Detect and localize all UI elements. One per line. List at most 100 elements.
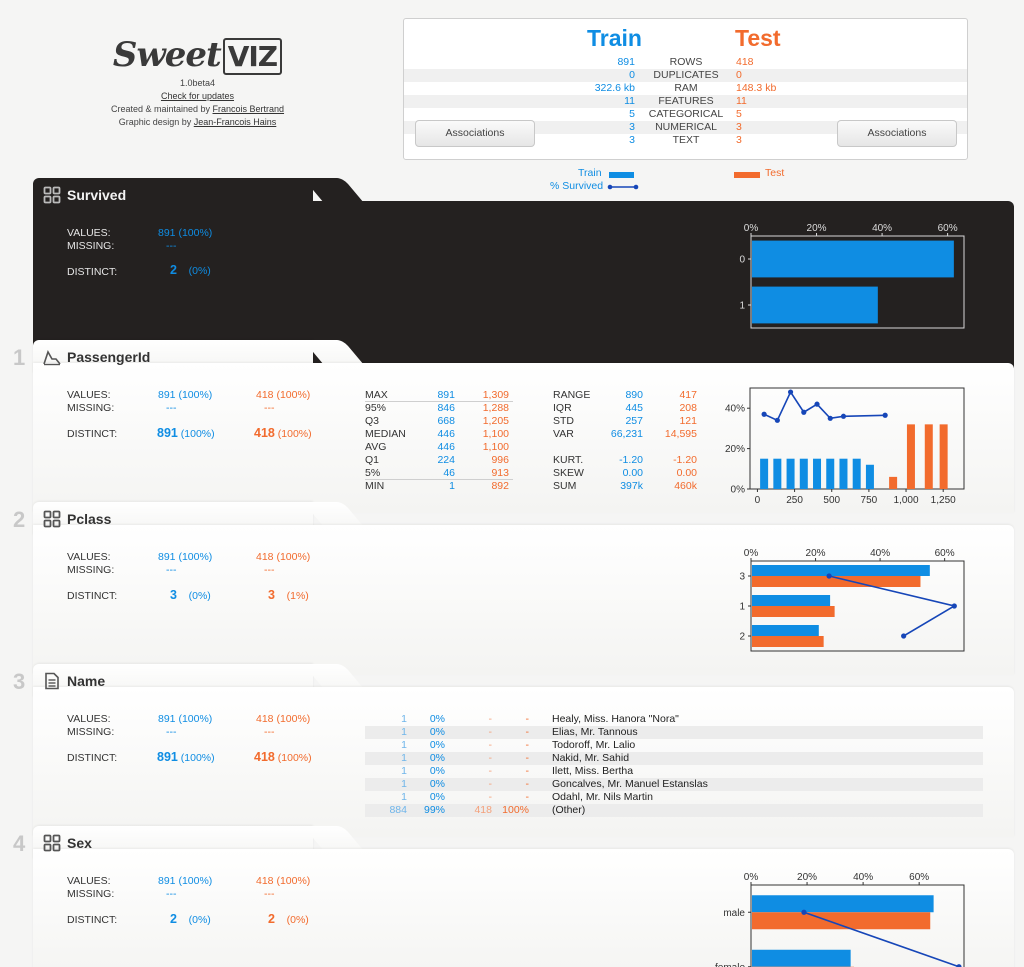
logo-word: Sweet (112, 35, 222, 75)
train-title: Train (587, 25, 642, 51)
missing-train: --- (166, 888, 177, 900)
test-pct: - (525, 752, 530, 764)
pclass-chart: 0% 20% 40% 60% 3 1 2 (739, 548, 965, 652)
train-count: 1 (401, 713, 407, 725)
train-pct: 0% (429, 713, 445, 725)
summary-row: 891 ROWS 418 (404, 56, 967, 69)
survived-line (803, 911, 960, 967)
top-value-row: 1 0% - - Healy, Miss. Hanora "Nora" (365, 713, 983, 726)
train-count: 1 (401, 778, 407, 790)
x-tick-label: 0% (744, 223, 759, 234)
summary-train-value: 11 (624, 95, 635, 107)
values-test: 418 (256, 875, 274, 887)
test-associations-button[interactable]: Associations (837, 120, 957, 147)
top-value-row: 1 0% - - Odahl, Mr. Nils Martin (365, 791, 983, 804)
summary-test-value: 11 (736, 95, 747, 107)
train-count: 1 (401, 765, 407, 777)
value-label: Odahl, Mr. Nils Martin (552, 791, 653, 803)
x-tick-label: 1,000 (894, 495, 919, 506)
summary-row: 5 CATEGORICAL 5 (404, 108, 967, 121)
bar-train (813, 458, 822, 489)
y-tick-label: male (723, 908, 745, 919)
feature-name: Sex (67, 835, 92, 851)
values-train-pct: (100%) (178, 389, 213, 401)
top-value-row: 1 0% - - Goncalves, Mr. Manuel Estanslas (365, 778, 983, 791)
values-train: 891 (158, 227, 176, 239)
values-label: VALUES: (67, 713, 111, 725)
designer-link[interactable]: Jean-Francois Hains (193, 117, 277, 127)
bar-test (752, 576, 921, 587)
survived-point (787, 389, 794, 395)
summary-label: RAM (674, 82, 698, 94)
values-train: 891 (158, 875, 176, 887)
values-train: 891 (158, 713, 176, 725)
summary-train-value: 3 (629, 121, 635, 133)
dataset-summary-panel: Train Test 891 ROWS 418 0 DUPLICATES 0 322.6 k… (403, 18, 968, 160)
stat-row: SUM 397k 460k (553, 480, 701, 493)
summary-test-value: 3 (736, 134, 742, 146)
check-updates-link[interactable]: Check for updates (160, 91, 235, 101)
x-tick-label: 0% (744, 872, 759, 883)
survived-chart: 0% 20% 40% 60% 0 1 (739, 223, 965, 329)
test-pct: - (525, 765, 530, 777)
values-test-pct: (100%) (276, 389, 311, 401)
values-label: VALUES: (67, 551, 111, 563)
test-pct: - (525, 726, 530, 738)
x-tick-label: 20% (807, 223, 827, 234)
top-value-row: 1 0% - - Ilett, Miss. Bertha (365, 765, 983, 778)
test-pct: - (525, 791, 530, 803)
distinct-test-pct: (100%) (277, 752, 312, 764)
x-tick-label: 20% (806, 548, 826, 559)
stat-name: SUM (553, 480, 577, 492)
stat-train: 66,231 (610, 428, 643, 440)
values-test: 418 (256, 389, 274, 401)
test-count: - (488, 726, 493, 738)
missing-label: MISSING: (67, 402, 115, 414)
categorical-grid-icon (43, 834, 61, 852)
train-pct: 99% (423, 804, 445, 816)
train-count: 1 (401, 752, 407, 764)
stat-test: -1.20 (673, 454, 697, 466)
y-tick-label: 1 (739, 602, 745, 613)
survived-point (801, 909, 807, 915)
value-label: Healy, Miss. Hanora "Nora" (552, 713, 679, 725)
test-pct: - (525, 713, 530, 725)
x-tick-label: 750 (861, 495, 878, 506)
values-train-pct: (100%) (178, 227, 213, 239)
stat-name: IQR (553, 402, 572, 414)
values-test: 418 (256, 551, 274, 563)
stat-test: 913 (491, 467, 509, 479)
stat-row: SKEW 0.00 0.00 (553, 467, 701, 480)
train-count: 1 (401, 739, 407, 751)
x-tick-label: 500 (823, 495, 840, 506)
distinct-train: 891 (157, 750, 178, 764)
stat-row: KURT. -1.20 -1.20 (553, 454, 701, 467)
summary-row: 11 FEATURES 11 (404, 95, 967, 108)
summary-label: TEXT (672, 134, 700, 146)
test-count: - (488, 791, 493, 803)
bar-test (906, 424, 915, 489)
survived-line (763, 390, 886, 422)
summary-row: 3 NUMERICAL 3 (404, 121, 967, 134)
missing-label: MISSING: (67, 888, 115, 900)
distinct-label: DISTINCT: (67, 914, 118, 926)
x-tick-label: 0% (744, 548, 759, 559)
sex-chart: 0% 20% 40% 60% male female (715, 872, 965, 967)
stat-row: STD 257 121 (553, 415, 701, 428)
values-label: VALUES: (67, 227, 111, 239)
test-count: - (488, 765, 493, 777)
train-pct: 0% (429, 739, 445, 751)
feature-number: 1 (13, 345, 26, 370)
values-label: VALUES: (67, 875, 111, 887)
missing-label: MISSING: (67, 726, 115, 738)
author-link[interactable]: Francois Bertrand (212, 104, 285, 114)
stat-row: MIN 1 892 (365, 480, 513, 493)
values-train-pct: (100%) (178, 875, 213, 887)
bar-train (752, 286, 878, 324)
survived-point (761, 411, 767, 417)
stat-row: 95% 846 1,288 (365, 402, 513, 415)
train-associations-button[interactable]: Associations (415, 120, 535, 147)
top-value-row: 884 99% 418 100% (Other) (365, 804, 983, 817)
summary-row: 322.6 kb RAM 148.3 kb (404, 82, 967, 95)
feature-number: 2 (13, 507, 26, 532)
